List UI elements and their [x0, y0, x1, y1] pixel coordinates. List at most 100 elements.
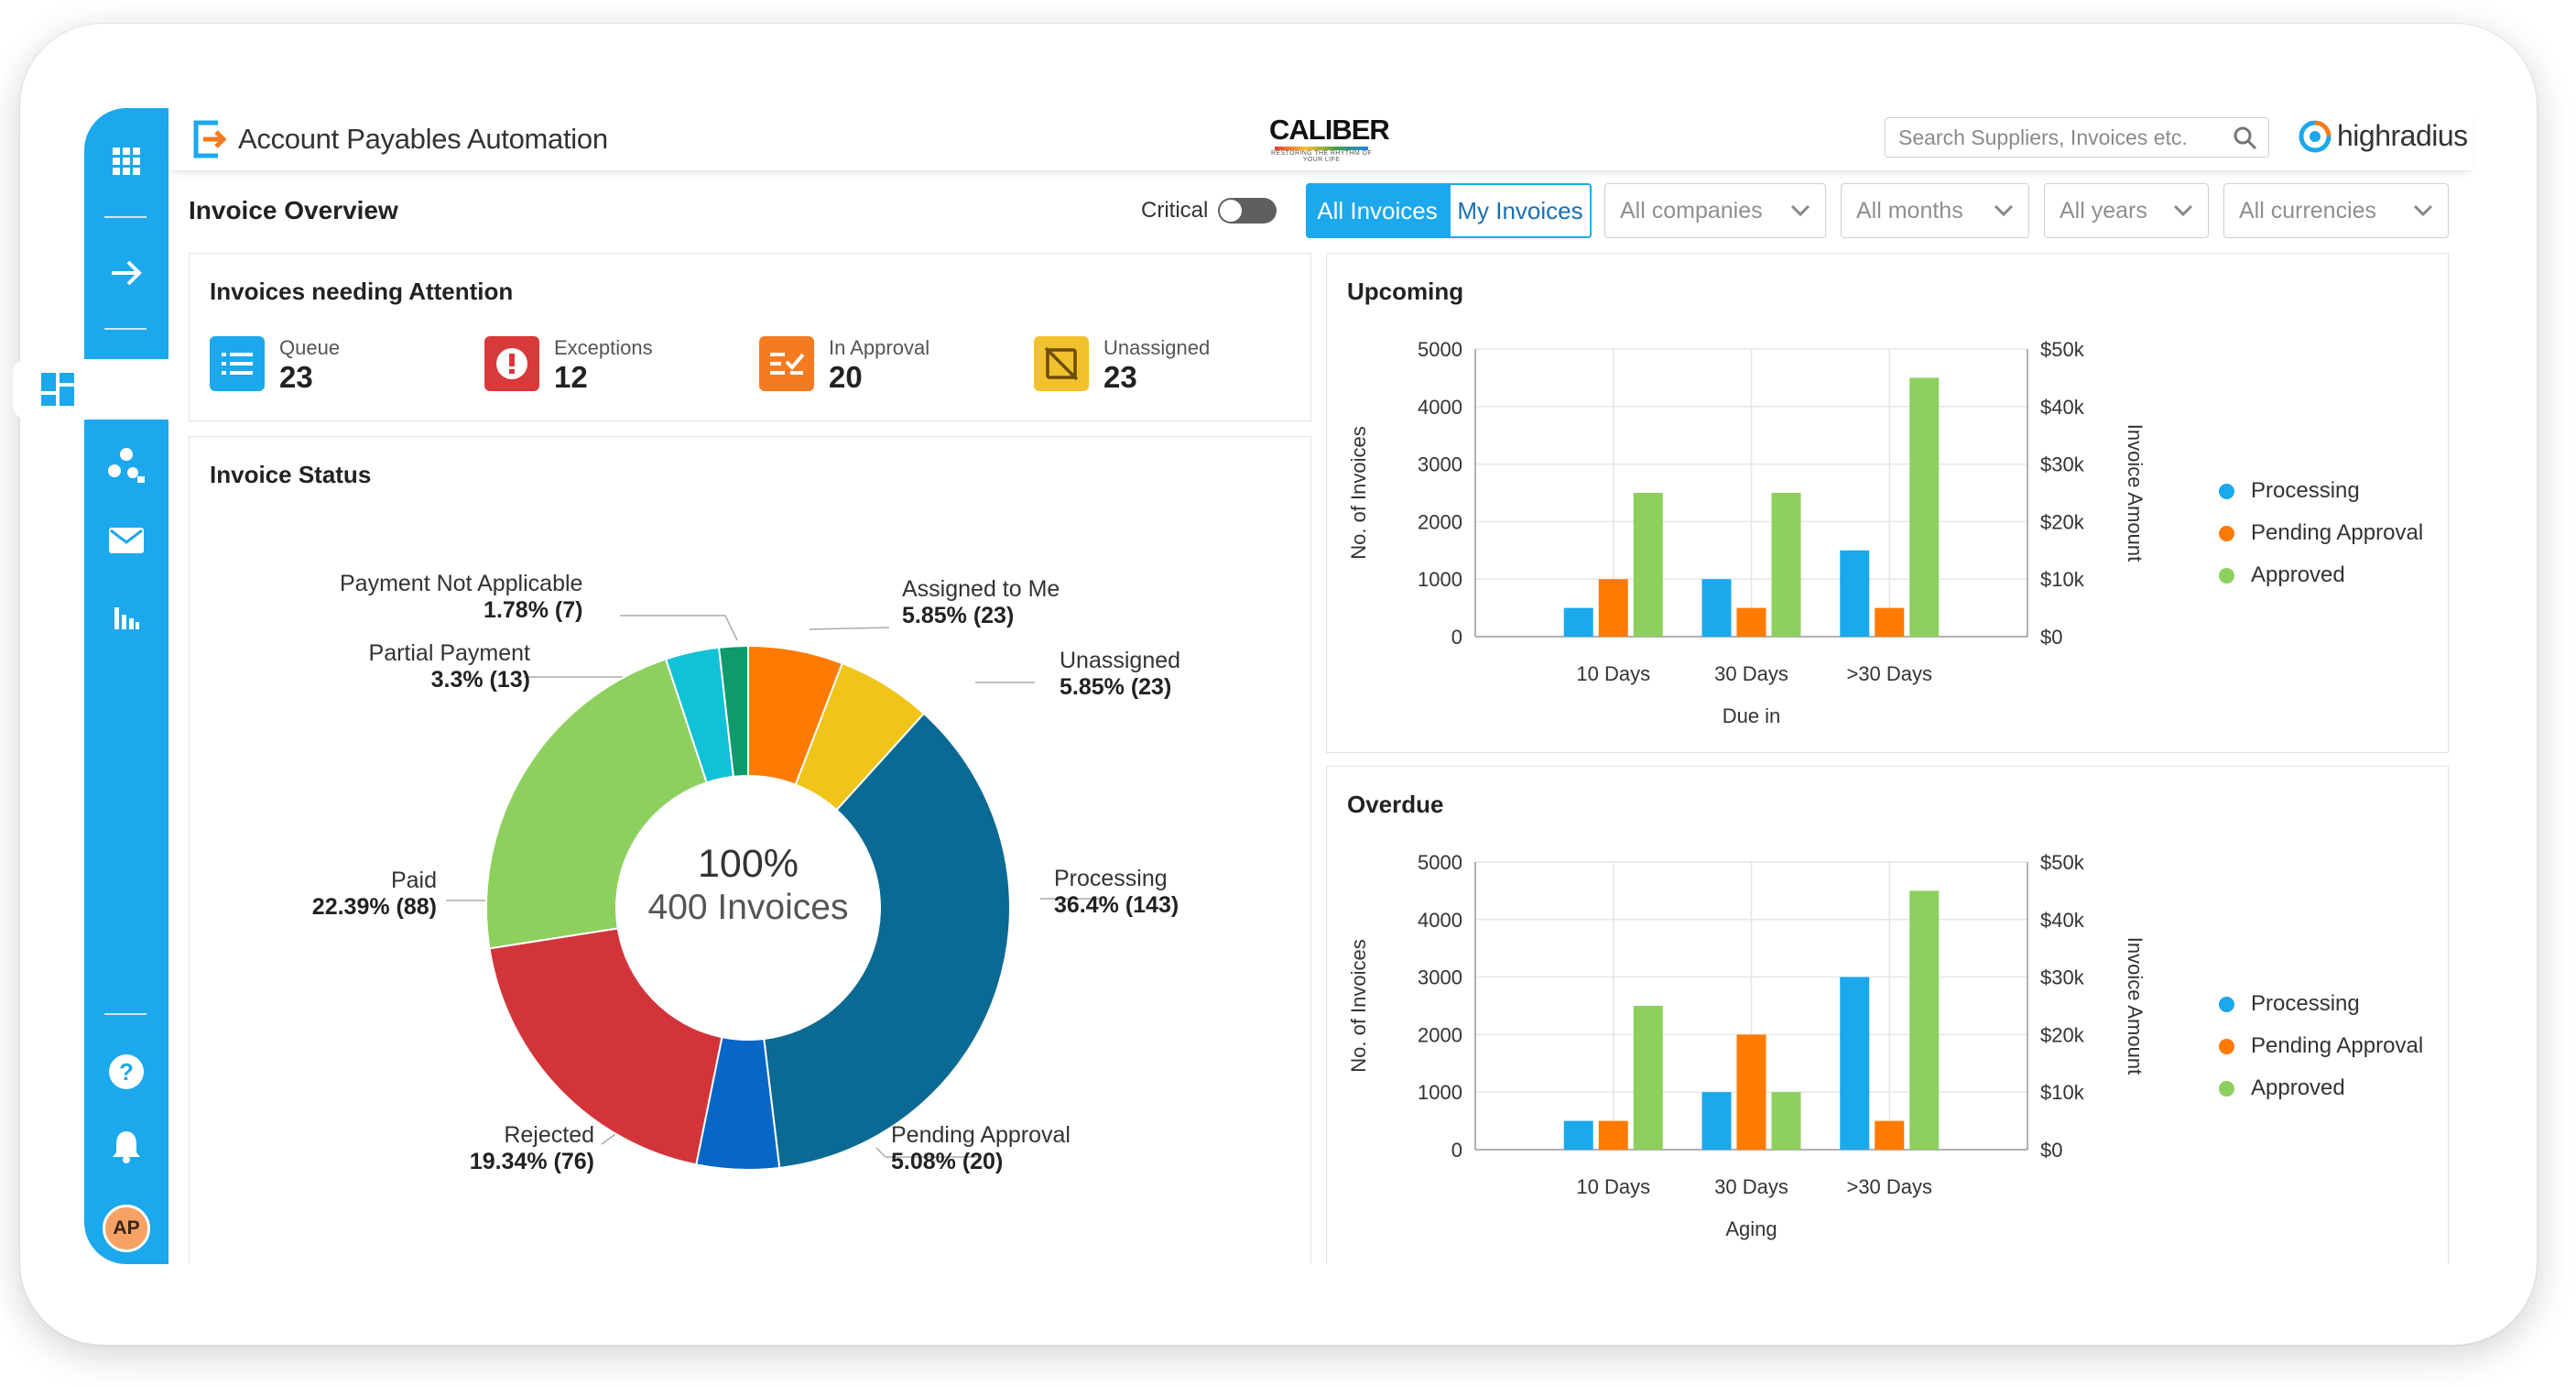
- slice-value: 5.08% (20): [891, 1149, 1004, 1174]
- bar-pending-approval[interactable]: [1598, 1120, 1628, 1150]
- bar-approved[interactable]: [1771, 1092, 1801, 1150]
- y2-tick-label: $20k: [2040, 1023, 2085, 1046]
- company-filter-value: All companies: [1620, 197, 1763, 224]
- legend-item[interactable]: Approved: [2219, 1067, 2423, 1109]
- bar-pending-approval[interactable]: [1736, 607, 1766, 637]
- upcoming-legend: Processing Pending Approval Approved: [2219, 470, 2423, 596]
- sidebar-item-network[interactable]: [84, 438, 168, 493]
- critical-toggle[interactable]: [1218, 198, 1277, 224]
- leader-line: [809, 627, 890, 630]
- critical-label: Critical: [1141, 198, 1209, 223]
- chevron-down-icon: [2173, 204, 2193, 217]
- bar-processing[interactable]: [1563, 1120, 1593, 1150]
- slice-value: 3.3% (13): [430, 667, 530, 693]
- legend-item[interactable]: Approved: [2219, 554, 2423, 596]
- y2-tick-label: $30k: [2040, 453, 2085, 476]
- bar-processing[interactable]: [1840, 977, 1870, 1150]
- month-filter[interactable]: All months: [1841, 183, 2029, 238]
- currency-filter[interactable]: All currencies: [2223, 183, 2449, 238]
- bar-chart-plot: 5000 $50k 4000 $40k 3000 $30k 2000 $20k 1000 $10k…: [1347, 338, 2147, 727]
- leader-line: [875, 1147, 977, 1158]
- expand-arrow-icon[interactable]: [84, 246, 168, 300]
- bar-processing[interactable]: [1840, 550, 1870, 637]
- bar-approved[interactable]: [1771, 493, 1801, 637]
- caliber-logo-text: CALIBER: [1269, 114, 1390, 146]
- bar-approved[interactable]: [1909, 890, 1940, 1150]
- bar-pending-approval[interactable]: [1875, 607, 1905, 637]
- bar-approved[interactable]: [1909, 377, 1940, 637]
- sidebar-item-help[interactable]: ?: [84, 1044, 168, 1099]
- mail-icon: [109, 528, 144, 553]
- legend-dot: [2219, 996, 2234, 1012]
- donut-slice-rejected[interactable]: [488, 927, 723, 1166]
- slice-name: Unassigned: [1060, 648, 1181, 673]
- donut-slice-paid[interactable]: [485, 658, 708, 950]
- top-bar: Account Payables Automation CALIBER REST…: [168, 108, 2473, 171]
- legend-item[interactable]: Pending Approval: [2219, 512, 2423, 554]
- legend-label: Approved: [2251, 1075, 2345, 1100]
- page-title: Invoice Overview: [189, 196, 398, 224]
- year-filter-value: All years: [2060, 197, 2147, 224]
- company-filter[interactable]: All companies: [1604, 183, 1826, 238]
- legend-label: Pending Approval: [2251, 1033, 2424, 1058]
- y2-tick-label: $30k: [2040, 966, 2085, 989]
- attention-count: 23: [279, 360, 313, 394]
- highradius-logo-text: highradius: [2337, 119, 2468, 152]
- search-input[interactable]: Search Suppliers, Invoices etc.: [1885, 117, 2269, 158]
- legend-item[interactable]: Pending Approval: [2219, 1025, 2423, 1067]
- bar-processing[interactable]: [1701, 1092, 1732, 1150]
- attention-label: In Approval: [829, 336, 930, 359]
- tab-my-invoices[interactable]: My Invoices: [1449, 183, 1592, 238]
- slice-value: 5.85% (23): [902, 603, 1015, 628]
- y-axis-label: No. of Invoices: [1347, 939, 1370, 1073]
- sidebar-item-mail[interactable]: [84, 513, 168, 568]
- sidebar-lower: ? AP: [84, 108, 168, 1264]
- legend-dot: [2219, 525, 2234, 541]
- y2-axis-label: Invoice Amount: [2124, 937, 2147, 1075]
- donut-slice-processing[interactable]: [763, 712, 1011, 1170]
- status-title: Invoice Status: [210, 461, 372, 488]
- network-icon: [108, 448, 145, 483]
- overdue-title: Overdue: [1347, 791, 1444, 818]
- legend-label: Pending Approval: [2251, 520, 2424, 545]
- upcoming-panel: Upcoming 5000 $50k 4000 $40k 3000 $30k 2000 $20…: [1326, 253, 2449, 753]
- bar-pending-approval[interactable]: [1736, 1034, 1766, 1150]
- x-axis-label: Aging: [1725, 1217, 1777, 1240]
- slice-name: Assigned to Me: [902, 576, 1060, 602]
- legend-label: Processing: [2251, 991, 2360, 1016]
- legend-label: Approved: [2251, 562, 2345, 587]
- app-logo-icon: [193, 120, 227, 158]
- y2-tick-label: $0: [2040, 1139, 2062, 1162]
- legend-item[interactable]: Processing: [2219, 983, 2423, 1025]
- sidebar-item-reports[interactable]: [84, 590, 168, 645]
- y2-axis-label: Invoice Amount: [2124, 424, 2147, 562]
- legend-dot: [2219, 1080, 2234, 1097]
- attention-label: Exceptions: [554, 336, 653, 359]
- year-filter[interactable]: All years: [2044, 183, 2209, 238]
- bar-processing[interactable]: [1563, 607, 1593, 637]
- donut-slice-payment-not-applicable[interactable]: [717, 644, 749, 779]
- bar-approved[interactable]: [1633, 493, 1663, 637]
- apps-grid-icon[interactable]: [84, 134, 168, 189]
- sidebar-divider: [104, 1013, 147, 1015]
- svg-text:?: ?: [119, 1058, 134, 1086]
- y-tick-label: 1000: [1418, 1081, 1462, 1104]
- bar-pending-approval[interactable]: [1875, 1120, 1905, 1150]
- tab-all-invoices[interactable]: All Invoices: [1306, 183, 1449, 238]
- y-tick-label: 5000: [1418, 851, 1462, 874]
- slice-value: 19.34% (76): [469, 1149, 594, 1174]
- sidebar-item-notifications[interactable]: [84, 1119, 168, 1174]
- alert-icon: [484, 336, 539, 391]
- search-icon[interactable]: [2234, 126, 2257, 150]
- attention-count: 23: [1103, 360, 1137, 394]
- legend-item[interactable]: Processing: [2219, 470, 2423, 512]
- bar-approved[interactable]: [1633, 1006, 1663, 1150]
- sidebar-divider: [104, 216, 147, 218]
- user-avatar[interactable]: AP: [103, 1205, 150, 1252]
- y-tick-label: 4000: [1418, 396, 1462, 419]
- y2-tick-label: $0: [2040, 626, 2062, 649]
- slice-label-payment-not-applicable: Payment Not Applicable 1.78% (7): [340, 571, 582, 624]
- sidebar-item-dashboard[interactable]: [13, 359, 168, 420]
- bar-processing[interactable]: [1701, 579, 1732, 637]
- bar-pending-approval[interactable]: [1598, 579, 1628, 637]
